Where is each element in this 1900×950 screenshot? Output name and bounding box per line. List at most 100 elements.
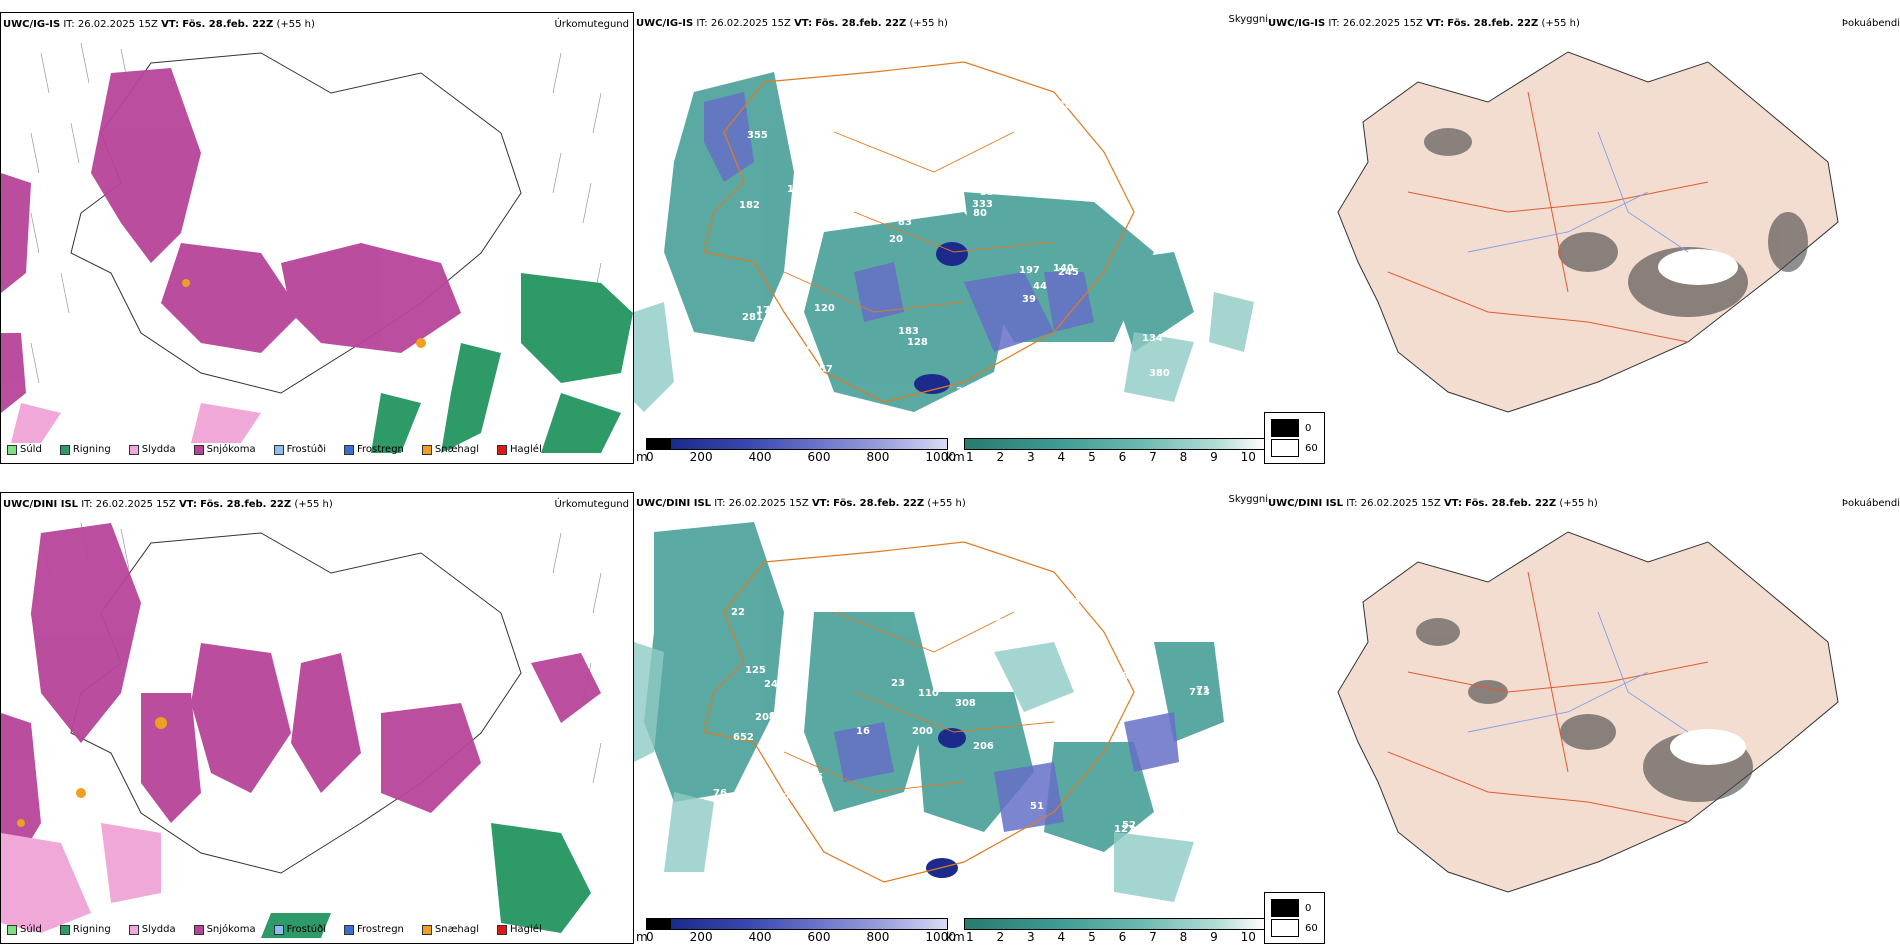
ceiling-panel-bottom: 204 319 713 200 206 92 22 195 652 787 308 126 58 16 18… (634, 492, 1268, 944)
cloudbase-value-label: 355 (747, 130, 768, 141)
cloudbase-colorbar (646, 438, 948, 450)
cloudbase-ticks: 0 200 400 600 800 1000 (646, 930, 956, 944)
fog-legend-row: 0 (1271, 899, 1318, 917)
legend-item: Slydda (128, 444, 176, 455)
cloudbase-value-label: 164 (1127, 143, 1148, 154)
cloudbase-value-label: 204 (866, 558, 887, 569)
cloudbase-value-label: 16 (856, 726, 870, 737)
visibility-ticks: 1 2 3 4 5 6 7 8 9 10 (966, 450, 1256, 464)
legend-label: Frostúði (286, 924, 326, 935)
tick-label: 800 (866, 930, 890, 944)
precip-legend: Súld Rigning Slydda Snjókoma Frostúði Fr… (7, 444, 554, 455)
fog-legend-bottom: 0 60 (1264, 892, 1325, 944)
vt-value: Fös. 28.feb. 22Z (1447, 18, 1539, 29)
cloudbase-value-label: 27 (777, 792, 791, 803)
cloudbase-value-label: 22 (731, 607, 745, 618)
cloudbase-value-label: 208 (1183, 173, 1204, 184)
cloudbase-value-label: 16 (724, 375, 738, 386)
it-value: 26.02.2025 15Z (1342, 18, 1423, 29)
lead-time: (+55 h) (909, 18, 948, 29)
legend-item: Snæhagl (421, 444, 479, 455)
lead-time: (+55 h) (294, 499, 333, 510)
precip-map-top (1, 42, 633, 453)
cloudbase-value-label: 76 (713, 788, 727, 799)
tick-label: 9 (1210, 450, 1218, 464)
legend-item: Frostúði (273, 924, 326, 935)
model-label: UWC/DINI ISL (1268, 498, 1344, 509)
legend-label: Rigning (72, 444, 111, 455)
legend-swatch (59, 444, 70, 455)
cloudbase-unit: m (636, 450, 648, 464)
header-bottom-precip: UWC/DINI ISL IT: 26.02.2025 15Z VT: Fös.… (3, 499, 333, 510)
fog-panel-bottom: 0 60 UWC/DINI ISL IT: 26.02.2025 15Z VT:… (1264, 492, 1900, 944)
cloudbase-value-label: 52 (1122, 820, 1136, 831)
cloudbase-value-label: 195 (1157, 119, 1178, 130)
cloudbase-value-label: 178 (1051, 100, 1072, 111)
cloudbase-value-label: 120 (953, 164, 974, 175)
cloudbase-value-label: 48 (995, 617, 1009, 628)
tick-label: 7 (1149, 930, 1157, 944)
vt-label: VT: (811, 498, 830, 509)
cloudbase-value-label: 787 (989, 626, 1010, 637)
legend-label: Frostregn (357, 444, 404, 455)
tick-label: 8 (1179, 450, 1188, 464)
visibility-colorbar (964, 438, 1266, 450)
vt-value: Fös. 28.feb. 22Z (182, 19, 274, 30)
ceiling-map-bottom: 204 319 713 200 206 92 22 195 652 787 308 126 58 16 18… (634, 522, 1224, 902)
it-label: IT: (1346, 498, 1358, 509)
lead-time: (+55 h) (1541, 18, 1580, 29)
tick-label: 0 (646, 450, 654, 464)
cloudbase-value-label: 204 (755, 712, 776, 723)
fog-map-top (1337, 51, 1839, 413)
cloudbase-value-label: 124 (841, 172, 862, 183)
legend-label: Slydda (141, 444, 176, 455)
cloudbase-value-label: 53 (980, 187, 994, 198)
cloudbase-value-label: 200 (912, 726, 933, 737)
it-value: 26.02.2025 15Z (77, 19, 158, 30)
it-value: 26.02.2025 15Z (710, 18, 791, 29)
tick-label: 8 (1179, 930, 1188, 944)
cloudbase-value-label: 197 (1019, 265, 1040, 276)
cloudbase-value-label: 649 (918, 822, 939, 833)
cloudbase-value-label: 182 (719, 354, 740, 365)
legend-swatch (273, 924, 284, 935)
precip-panel-top: UWC/IG-IS IT: 26.02.2025 15Z VT: Fös. 28… (0, 12, 634, 464)
tick-label: 5 (1088, 930, 1096, 944)
header-top-ceiling: UWC/IG-IS IT: 26.02.2025 15Z VT: Fös. 28… (636, 18, 948, 29)
tick-label: 10 (1240, 450, 1256, 464)
cloudbase-value-label: 127 (1114, 824, 1135, 835)
cloudbase-value-label: 123 (1015, 148, 1036, 159)
precip-legend: Súld Rigning Slydda Snjókoma Frostúði Fr… (7, 924, 554, 935)
legend-item: Snjókoma (193, 444, 256, 455)
fog-swatch-black (1271, 899, 1299, 917)
legend-swatch (128, 924, 139, 935)
vt-label: VT: (1426, 18, 1445, 29)
cloudbase-unit: m (636, 930, 648, 944)
cloudbase-value-label: 79 (1199, 786, 1213, 797)
vt-label: VT: (794, 18, 813, 29)
lead-time: (+55 h) (276, 19, 315, 30)
legend-item: Snjókoma (193, 924, 256, 935)
legend-label: Snjókoma (206, 444, 256, 455)
legend-swatch (59, 924, 70, 935)
it-label: IT: (81, 499, 93, 510)
cloudbase-value-label: 134 (1142, 333, 1163, 344)
vt-value: Fös. 28.feb. 22Z (1465, 498, 1557, 509)
legend-item: Súld (7, 924, 42, 935)
it-label: IT: (63, 19, 75, 30)
fog-title: Þokuábendi (1841, 498, 1900, 509)
cloudbase-value-label: 323 (956, 386, 977, 397)
legend-label: Haglél (510, 444, 542, 455)
model-label: UWC/IG-IS (636, 18, 694, 29)
cloudbase-value-label: 652 (733, 732, 754, 743)
fog-title: Þokuábendi (1841, 18, 1900, 29)
tick-label: 2 (996, 930, 1005, 944)
legend-item: Frostregn (344, 444, 404, 455)
header-top-fog: UWC/IG-IS IT: 26.02.2025 15Z VT: Fös. 28… (1268, 18, 1580, 29)
tick-label: 1 (966, 450, 974, 464)
cloudbase-value-label: 169 (1070, 668, 1091, 679)
cloudbase-value-label: 145 (764, 373, 785, 384)
legend-swatch (344, 444, 354, 455)
tick-label: 0 (646, 930, 654, 944)
legend-swatch (344, 924, 354, 935)
